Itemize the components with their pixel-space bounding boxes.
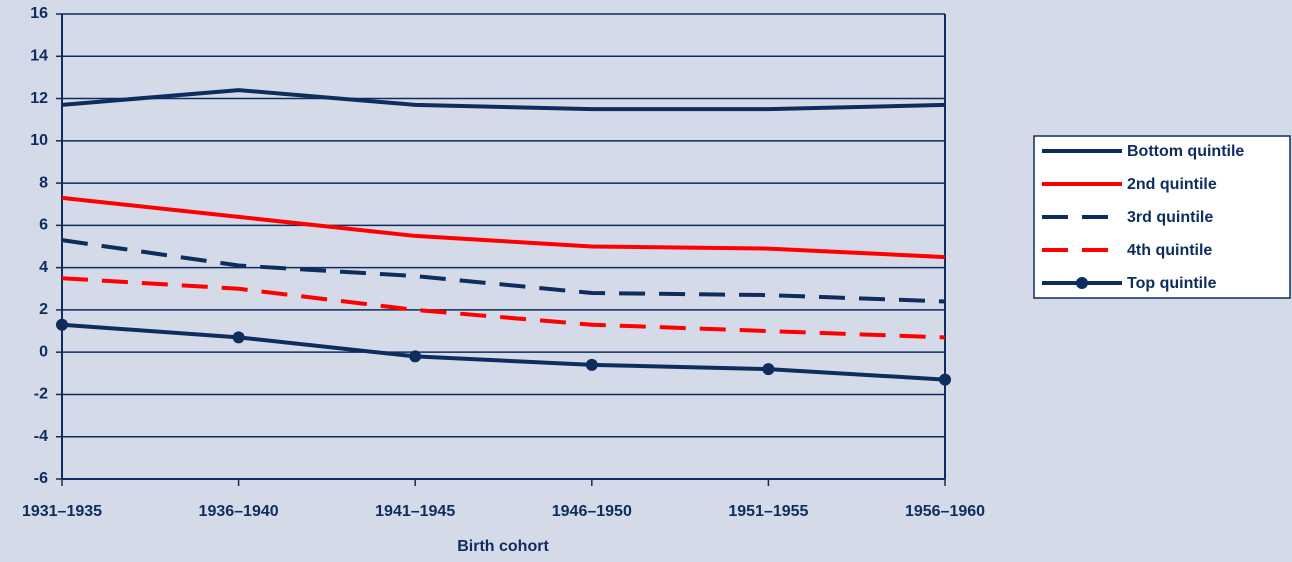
- legend-box: [1033, 135, 1291, 299]
- series-line: [61, 322, 946, 382]
- x-tick-label: 1946–1950: [552, 503, 632, 520]
- x-axis-label: Birth cohort: [457, 538, 549, 555]
- series-line: [61, 88, 946, 112]
- legend-label: 4th quintile: [1127, 242, 1212, 259]
- legend-label: 2nd quintile: [1127, 176, 1217, 193]
- y-tick-label: 16: [30, 5, 48, 22]
- legend-marker: [1076, 277, 1088, 289]
- y-tick-label: -2: [34, 386, 48, 403]
- series-line: [61, 276, 946, 340]
- y-tick-label: 10: [30, 132, 48, 149]
- x-tick-label: 1931–1935: [22, 503, 102, 520]
- y-tick-label: 14: [30, 47, 48, 64]
- series-marker: [939, 373, 951, 386]
- y-tick-label: -6: [34, 470, 48, 487]
- series-marker: [409, 350, 422, 363]
- y-tick-label: -4: [34, 428, 48, 445]
- series-marker: [56, 318, 68, 331]
- series-marker: [585, 358, 598, 371]
- y-tick-label: 4: [39, 259, 48, 276]
- x-tick-label: 1951–1955: [728, 503, 808, 520]
- legend-label: Bottom quintile: [1127, 143, 1244, 160]
- legend-label: 3rd quintile: [1127, 209, 1213, 226]
- y-tick-label: 8: [39, 174, 48, 191]
- x-tick-label: 1956–1960: [905, 503, 985, 520]
- legend-label: Top quintile: [1127, 275, 1217, 292]
- series-marker: [762, 363, 775, 376]
- series-line: [61, 195, 946, 260]
- y-tick-label: 2: [39, 301, 48, 318]
- x-tick-label: 1941–1945: [375, 503, 455, 520]
- y-tick-label: 12: [30, 90, 48, 107]
- series-marker: [232, 331, 245, 344]
- x-tick-label: 1936–1940: [199, 503, 279, 520]
- series-line: [61, 238, 946, 304]
- y-tick-label: 0: [39, 343, 48, 360]
- y-tick-label: 6: [39, 217, 48, 234]
